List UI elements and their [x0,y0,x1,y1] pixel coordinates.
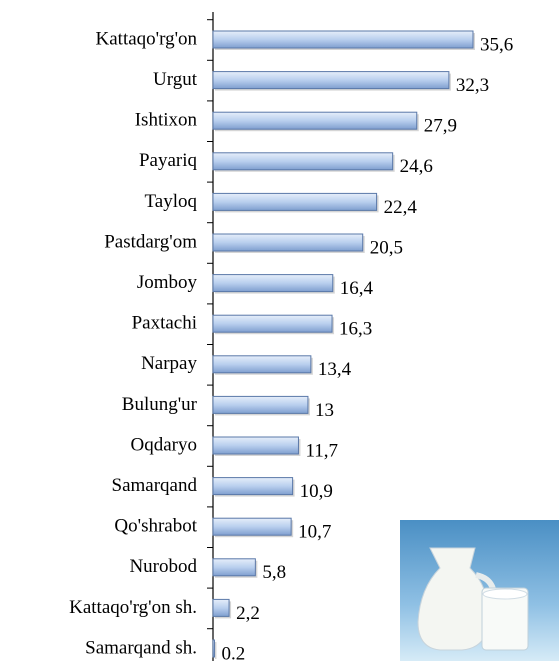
category-label: Tayloq [145,191,198,212]
bar [212,233,364,252]
value-label: 16,4 [340,278,374,299]
bar [212,152,394,171]
value-label: 0.2 [221,643,245,661]
value-label: 2,2 [236,603,260,624]
bar [212,436,299,455]
bar [212,111,418,130]
category-label: Ishtixon [135,110,198,131]
bar [212,395,309,414]
category-label: Qo'shrabot [114,516,197,537]
value-label: 20,5 [370,237,403,258]
value-label: 11,7 [305,440,338,461]
bar [212,477,294,496]
bar [212,71,450,90]
bar [212,558,256,577]
category-label: Payariq [139,150,198,171]
value-label: 10,9 [300,481,333,502]
value-label: 5,8 [262,562,286,583]
category-label: Samarqand sh. [85,637,197,658]
value-label: 24,6 [400,156,433,177]
category-label: Bulung'ur [122,394,198,415]
category-label: Narpay [141,353,197,374]
category-label: Urgut [153,69,198,90]
bar-shadow [215,642,217,659]
value-label: 13,4 [318,359,352,380]
bar [212,314,333,333]
value-label: 32,3 [456,75,489,96]
value-label: 13 [315,400,334,421]
bar [212,517,292,536]
category-label: Oqdaryo [131,434,197,455]
bar [212,192,378,211]
value-label: 27,9 [424,116,457,137]
category-label: Kattaqo'rg'on [96,28,198,49]
bar [212,274,334,293]
category-label: Kattaqo'rg'on sh. [69,597,197,618]
category-label: Jomboy [137,272,198,293]
category-label: Nurobod [129,556,197,577]
value-label: 22,4 [384,197,418,218]
category-label: Pastdarg'om [104,231,197,252]
value-label: 35,6 [480,34,513,55]
category-label: Paxtachi [132,313,197,334]
bar [212,355,312,374]
value-label: 10,7 [298,522,331,543]
value-label: 16,3 [339,319,372,340]
bar [212,639,215,658]
category-label: Samarqand [112,475,198,496]
bar [212,598,230,617]
bar [212,30,474,49]
milk-picture [400,520,559,661]
